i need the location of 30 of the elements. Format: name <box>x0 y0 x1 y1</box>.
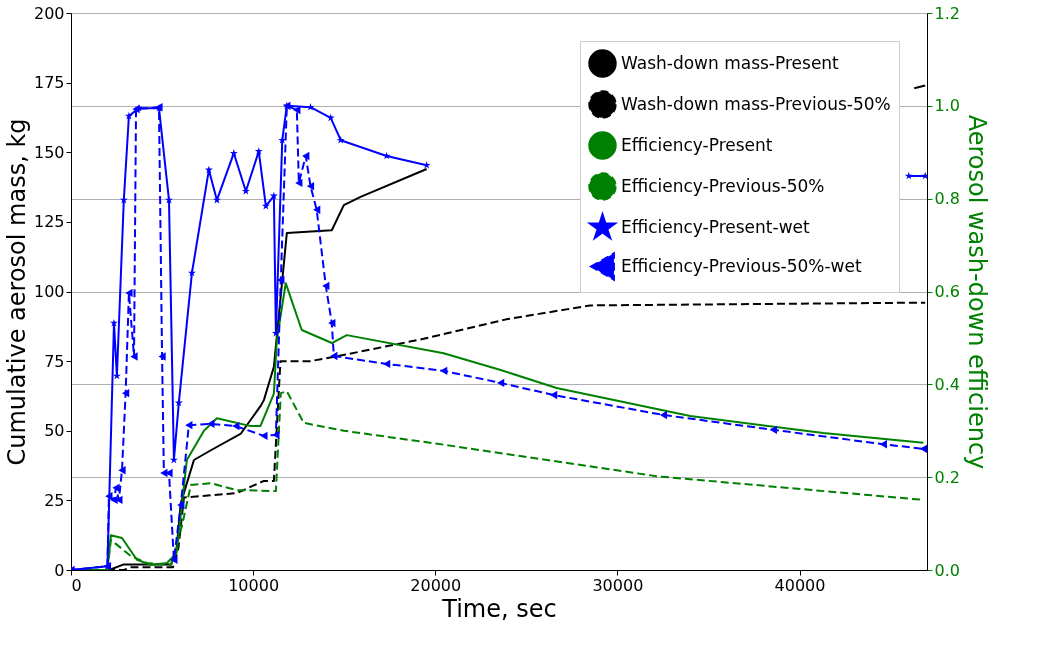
y2-tick-label: 0.4 <box>934 374 960 394</box>
legend-label: Efficiency-Previous-50%-wet <box>621 255 862 276</box>
y-tick-label: 200 <box>33 3 65 23</box>
y2-tick-label: 0.8 <box>934 189 960 209</box>
legend-label: Wash-down mass-Previous-50% <box>621 93 891 114</box>
y2-tick-label: 1.2 <box>934 3 960 23</box>
x-tick-label: 40000 <box>774 575 826 595</box>
y2-tick-label: 0.6 <box>934 282 960 301</box>
y-tick-label: 100 <box>33 282 65 301</box>
y2-axis-title: Aerosol wash-down efficiency <box>962 114 991 470</box>
y2-tick-label: 1.0 <box>934 96 960 116</box>
legend-label: Efficiency-Present <box>621 134 773 155</box>
x-tick-label: 30000 <box>592 575 644 595</box>
y2-tick-label: 0.2 <box>934 467 960 487</box>
y-tick-label: 50 <box>44 421 65 441</box>
y-axis-title: Cumulative aerosol mass, kg <box>2 118 31 466</box>
legend-label: Wash-down mass-Present <box>621 52 840 73</box>
x-tick-label: 0 <box>71 575 82 595</box>
y-tick-label: 125 <box>33 212 65 232</box>
x-axis-title: Time, sec <box>441 594 557 623</box>
x-tick-label: 10000 <box>228 575 280 595</box>
y2-tick-label: 0.0 <box>934 560 960 580</box>
legend-label: Efficiency-Present-wet <box>621 216 810 237</box>
y-tick-label: 25 <box>44 490 65 510</box>
y-tick-label: 175 <box>33 73 65 93</box>
x-tick-label: 20000 <box>410 575 462 595</box>
y-tick-label: 75 <box>44 351 65 371</box>
legend-label: Efficiency-Previous-50% <box>621 175 825 196</box>
y-tick-label: 0 <box>54 560 65 580</box>
y-tick-label: 150 <box>33 142 65 162</box>
